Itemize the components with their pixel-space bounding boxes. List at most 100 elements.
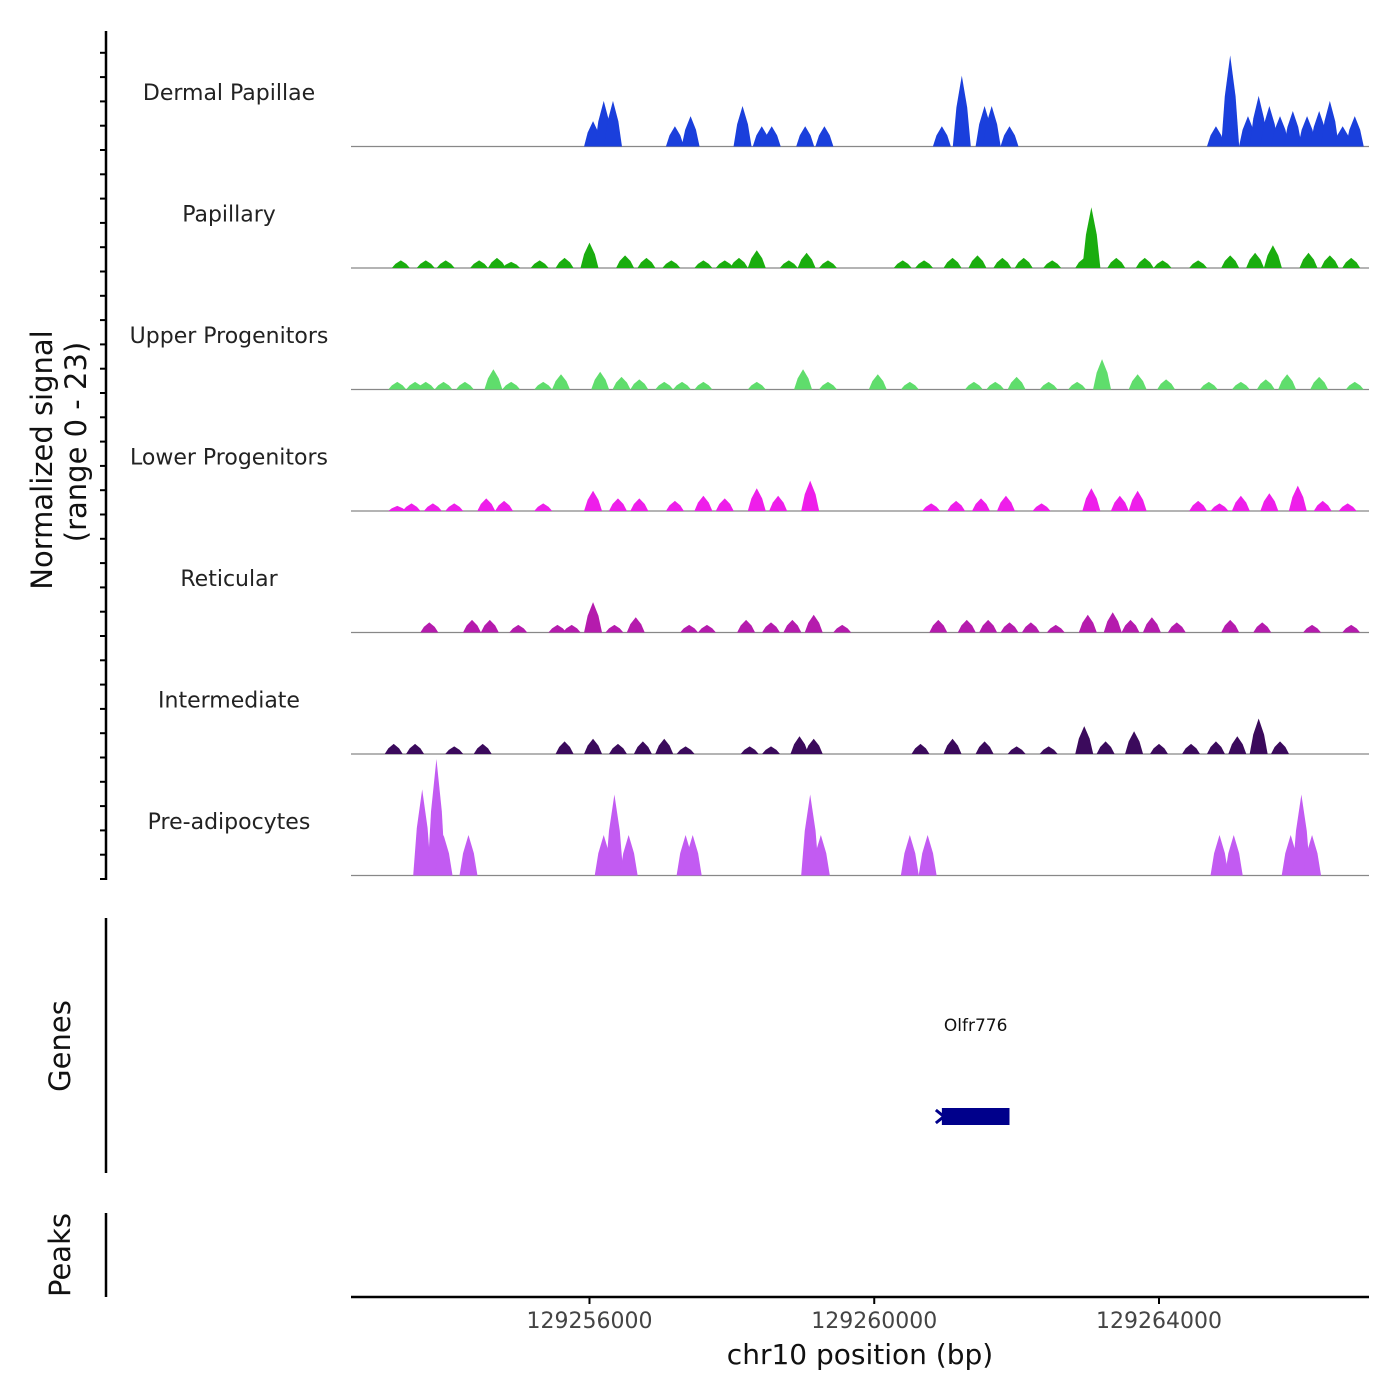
signal-peak bbox=[868, 374, 887, 390]
signal-peak bbox=[608, 743, 627, 754]
signal-peak bbox=[616, 255, 635, 268]
track-intermediate bbox=[351, 718, 1369, 755]
signal-peak bbox=[584, 490, 603, 511]
signal-peak bbox=[801, 794, 820, 876]
signal-peak bbox=[1260, 493, 1279, 511]
strand-arrow-icon bbox=[934, 1108, 947, 1125]
signal-peak bbox=[804, 614, 823, 633]
signal-peak bbox=[715, 498, 734, 511]
signal-peak bbox=[1320, 100, 1339, 147]
x-axis-ticks: 129256000 129260000 129264000 bbox=[526, 1297, 1222, 1334]
signal-peak bbox=[555, 257, 574, 268]
signal-peak bbox=[605, 624, 624, 633]
signal-peak bbox=[619, 834, 638, 876]
signal-peak bbox=[900, 381, 919, 390]
y-axis-title: Normalized signal bbox=[25, 330, 59, 589]
track-upper-progenitors bbox=[351, 359, 1369, 391]
signal-peak bbox=[729, 257, 748, 268]
signal-peak bbox=[1189, 500, 1208, 511]
signal-peak bbox=[975, 741, 994, 754]
signal-peak bbox=[495, 500, 514, 511]
signal-peak bbox=[993, 257, 1012, 268]
signal-peak bbox=[794, 369, 813, 390]
signal-peak bbox=[1342, 624, 1361, 633]
signal-peak bbox=[979, 619, 998, 633]
signal-peak bbox=[445, 503, 464, 511]
signal-peak bbox=[1093, 359, 1112, 390]
signal-peak bbox=[1221, 255, 1240, 268]
signal-peak bbox=[681, 116, 700, 147]
signal-peak bbox=[982, 105, 1001, 147]
gene-body bbox=[941, 1108, 1010, 1125]
signal-peak bbox=[502, 261, 521, 268]
signal-peak bbox=[932, 126, 951, 147]
signal-peak bbox=[665, 126, 684, 147]
signal-peak bbox=[833, 624, 852, 633]
track-labels: Dermal Papillae Papillary Upper Progenitor… bbox=[130, 81, 329, 835]
signal-peak bbox=[1210, 503, 1229, 511]
signal-peak bbox=[1206, 126, 1225, 147]
signal-peak bbox=[697, 624, 716, 633]
gene-label: Olfr776 bbox=[944, 1016, 1008, 1036]
signal-peak bbox=[608, 498, 627, 511]
signal-peak bbox=[605, 794, 624, 876]
signal-peak bbox=[1007, 376, 1026, 390]
signal-peak bbox=[580, 242, 599, 268]
coverage-y-ticks bbox=[100, 51, 106, 880]
signal-peak bbox=[1253, 622, 1272, 633]
signal-peak bbox=[1135, 257, 1154, 268]
signal-peak bbox=[694, 381, 713, 390]
x-tick-label: 129260000 bbox=[811, 1309, 937, 1334]
signal-peak bbox=[423, 503, 442, 511]
signal-peak bbox=[487, 257, 506, 268]
signal-peak bbox=[1128, 374, 1147, 390]
signal-peak bbox=[1082, 488, 1101, 511]
signal-peak bbox=[972, 498, 991, 511]
signal-peak bbox=[630, 379, 649, 390]
signal-peak bbox=[779, 260, 798, 268]
track-reticular bbox=[351, 602, 1369, 634]
signal-peak bbox=[747, 488, 766, 511]
signal-peak bbox=[1228, 736, 1247, 754]
signal-peak bbox=[747, 250, 766, 268]
track-label-pre-adipocytes: Pre-adipocytes bbox=[148, 810, 311, 835]
signal-peak bbox=[815, 126, 834, 147]
signal-peak bbox=[480, 619, 499, 633]
signal-peak bbox=[1157, 379, 1176, 390]
x-axis-title: chr10 position (bp) bbox=[727, 1338, 993, 1371]
signal-peak bbox=[818, 381, 837, 390]
peaks-track-label: Peaks bbox=[43, 1213, 77, 1297]
track-pre-adipocytes bbox=[351, 759, 1369, 877]
signal-peak bbox=[957, 619, 976, 633]
signal-peak bbox=[968, 255, 987, 268]
signal-peak bbox=[996, 495, 1015, 511]
signal-peak bbox=[420, 622, 439, 633]
signal-peak bbox=[584, 602, 603, 633]
signal-peak bbox=[502, 381, 521, 390]
signal-peak bbox=[391, 260, 410, 268]
signal-peak bbox=[406, 743, 425, 754]
signal-peak bbox=[694, 495, 713, 511]
signal-peak bbox=[434, 834, 453, 876]
signal-peak bbox=[548, 624, 567, 633]
track-lower-progenitors bbox=[351, 480, 1369, 512]
signal-peak bbox=[1221, 55, 1240, 147]
signal-peak bbox=[655, 381, 674, 390]
signal-peak bbox=[1206, 741, 1225, 754]
signal-peak bbox=[416, 260, 435, 268]
signal-peak bbox=[637, 257, 656, 268]
track-label-dermal-papillae: Dermal Papillae bbox=[143, 81, 315, 106]
signal-peak bbox=[1303, 624, 1322, 633]
signal-peak bbox=[555, 741, 574, 754]
signal-peak bbox=[1231, 495, 1250, 511]
signal-peak bbox=[584, 738, 603, 754]
signal-peak bbox=[769, 495, 788, 511]
signal-peak bbox=[1032, 503, 1051, 511]
signal-peak bbox=[1303, 834, 1322, 876]
signal-peak bbox=[1110, 495, 1129, 511]
signal-peak bbox=[673, 381, 692, 390]
signal-peak bbox=[1246, 252, 1265, 268]
track-label-upper-progenitors: Upper Progenitors bbox=[130, 324, 329, 349]
coverage-tracks bbox=[351, 55, 1369, 877]
signal-peak bbox=[1007, 746, 1026, 754]
